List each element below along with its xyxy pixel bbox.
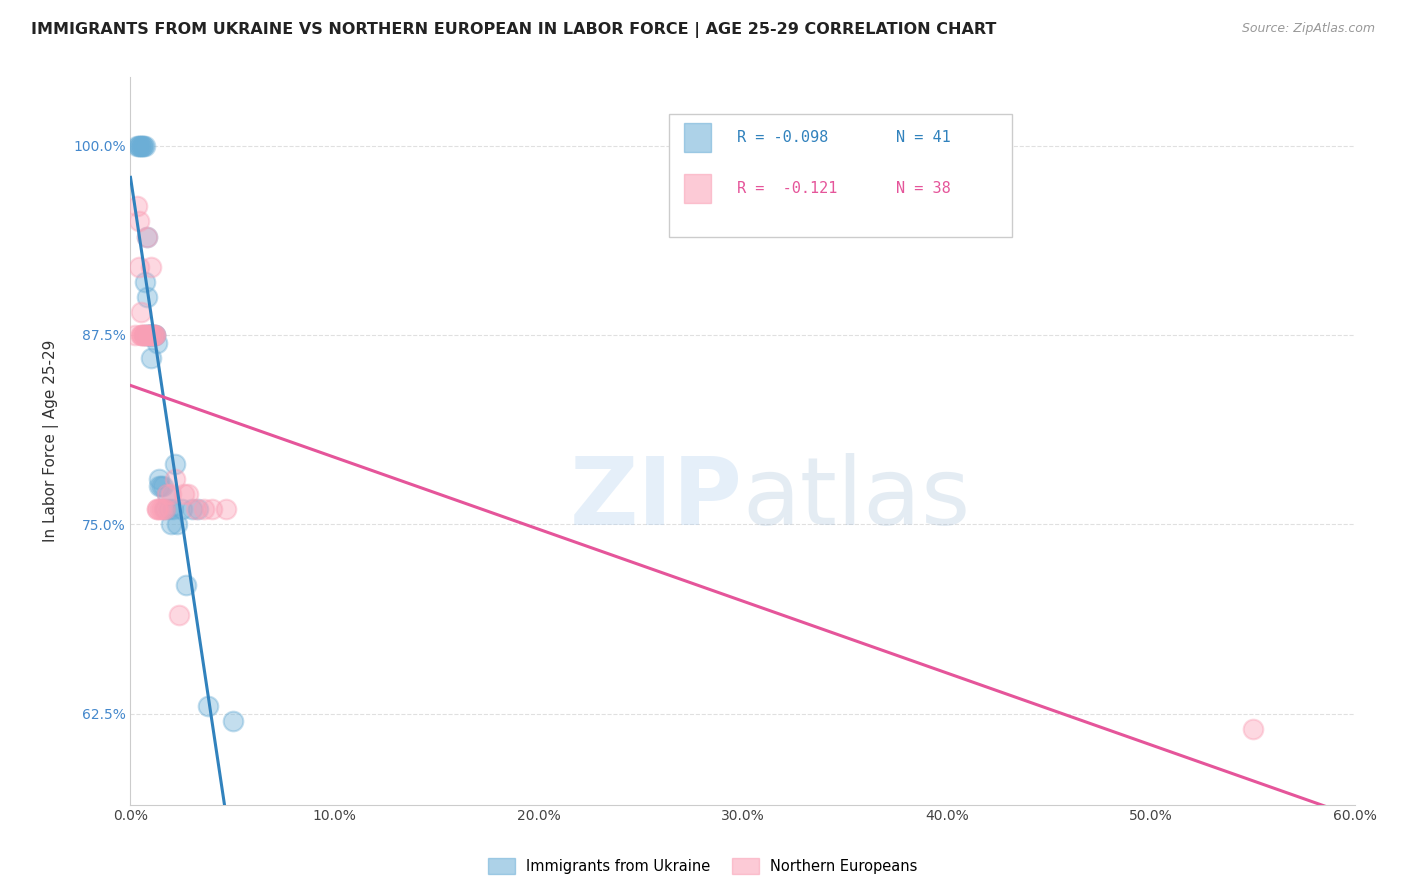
Point (143, 328, 166, 343)
Text: ZIP: ZIP (569, 453, 742, 545)
Point (138, 328, 160, 343)
Point (135, 229, 157, 244)
Point (169, 608, 191, 623)
Point (166, 517, 188, 532)
Point (139, 328, 162, 343)
Point (129, 305, 152, 319)
Point (1241, 722, 1264, 736)
Point (146, 502, 169, 516)
Point (128, 214, 150, 228)
Text: IMMIGRANTS FROM UKRAINE VS NORTHERN EUROPEAN IN LABOR FORCE | AGE 25-29 CORRELAT: IMMIGRANTS FROM UKRAINE VS NORTHERN EURO… (31, 22, 997, 38)
Point (201, 502, 224, 516)
Point (139, 328, 162, 343)
Point (146, 502, 169, 516)
Point (150, 502, 173, 516)
Point (174, 578, 197, 592)
Y-axis label: In Labor Force | Age 25-29: In Labor Force | Age 25-29 (44, 340, 59, 542)
Legend: Immigrants from Ukraine, Northern Europeans: Immigrants from Ukraine, Northern Europe… (482, 852, 924, 880)
Text: R =  -0.121: R = -0.121 (737, 181, 837, 196)
Text: N = 41: N = 41 (896, 130, 950, 145)
Point (197, 699, 219, 714)
Point (139, 328, 162, 343)
Point (138, 328, 160, 343)
Point (139, 351, 162, 365)
Point (134, 328, 156, 343)
Point (162, 502, 184, 516)
Point (215, 502, 238, 516)
Point (134, 275, 156, 289)
Point (129, 328, 152, 343)
Point (142, 328, 165, 343)
Point (132, 138, 155, 153)
Point (124, 328, 146, 343)
Point (148, 479, 170, 493)
FancyBboxPatch shape (669, 114, 1012, 237)
Point (152, 479, 174, 493)
Point (148, 502, 170, 516)
Point (129, 138, 152, 153)
Point (170, 502, 193, 516)
Point (143, 328, 166, 343)
Point (132, 138, 155, 153)
Point (143, 328, 166, 343)
Point (142, 328, 165, 343)
Point (221, 714, 243, 729)
Point (134, 328, 156, 343)
Point (138, 328, 160, 343)
Point (153, 502, 176, 516)
Point (129, 138, 152, 153)
Point (152, 502, 174, 516)
Text: Source: ZipAtlas.com: Source: ZipAtlas.com (1241, 22, 1375, 36)
Point (129, 328, 152, 343)
Point (184, 502, 207, 516)
Point (139, 328, 162, 343)
Point (187, 502, 209, 516)
Text: R = -0.098: R = -0.098 (737, 130, 828, 145)
Point (138, 328, 160, 343)
Point (176, 487, 198, 501)
Point (160, 517, 183, 532)
Point (153, 502, 176, 516)
Point (128, 138, 150, 153)
Point (135, 229, 157, 244)
Point (165, 472, 187, 486)
Point (139, 260, 162, 274)
Point (132, 328, 155, 343)
Point (146, 335, 169, 350)
Point (132, 328, 155, 343)
Point (134, 138, 156, 153)
Point (165, 457, 187, 471)
Point (142, 328, 165, 343)
Point (156, 487, 179, 501)
FancyBboxPatch shape (683, 174, 711, 203)
Point (148, 472, 170, 486)
Point (173, 487, 195, 501)
FancyBboxPatch shape (683, 123, 711, 153)
Point (143, 328, 166, 343)
Point (135, 290, 157, 304)
Point (125, 199, 148, 213)
Point (193, 502, 215, 516)
Point (157, 502, 180, 516)
Point (134, 328, 156, 343)
Point (156, 487, 179, 501)
Point (128, 138, 150, 153)
Point (135, 328, 157, 343)
Point (150, 479, 173, 493)
Text: N = 38: N = 38 (896, 181, 950, 196)
Point (135, 328, 157, 343)
Point (138, 328, 160, 343)
Point (125, 138, 148, 153)
Point (128, 260, 150, 274)
Point (160, 487, 183, 501)
Point (180, 502, 202, 516)
Text: atlas: atlas (742, 453, 972, 545)
